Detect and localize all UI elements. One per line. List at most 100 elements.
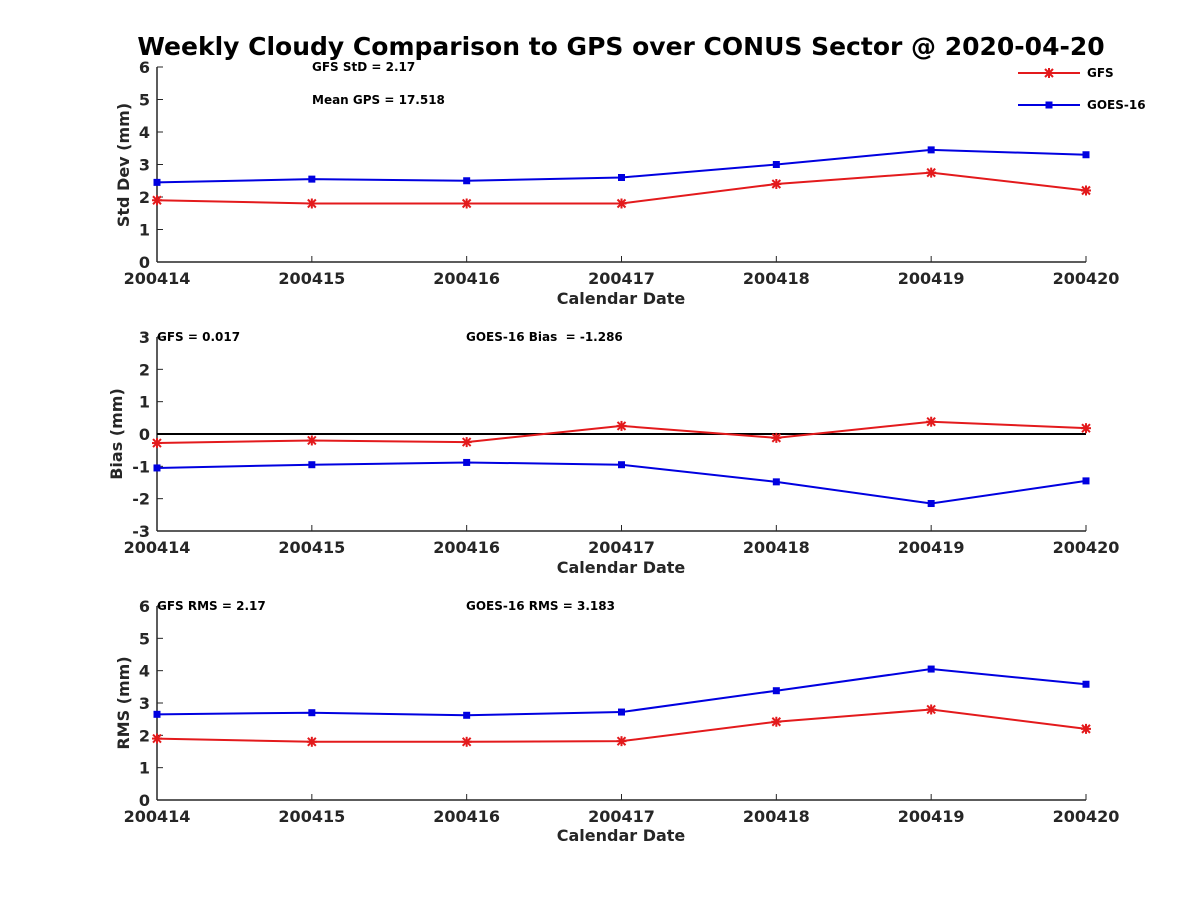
point-gfs-rms	[926, 704, 937, 715]
y-tick-label-rms: 6	[139, 597, 150, 616]
panel-rms-marks: 0 1 2 3 4 5 6 200414 200415 200416 200417 200418 200…	[124, 597, 1120, 826]
point-goes-16-rms	[308, 709, 316, 717]
y-tick-label-rms: 1	[139, 759, 150, 778]
point-goes-16-std-dev	[308, 175, 316, 183]
x-tick-label-rms: 200415	[278, 807, 345, 826]
panel-rms: 0 1 2 3 4 5 6 200414 200415 200416 200417 200418 200…	[114, 597, 1119, 845]
x-tick-label-std-dev: 200417	[588, 269, 655, 288]
point-goes-16-bias	[463, 458, 471, 466]
figure-title: Weekly Cloudy Comparison to GPS over CON…	[137, 32, 1104, 61]
x-tick-label-std-dev: 200418	[743, 269, 810, 288]
annotation-mean-gps: Mean GPS = 17.518	[312, 93, 445, 107]
panel-bias-marks: -3 -2 -1 0 1 2 3 200414 200415 200416 200417 200418…	[124, 328, 1120, 557]
point-goes-16-rms	[463, 711, 471, 719]
y-tick-label-std-dev: 2	[139, 188, 150, 207]
point-goes-16-rms	[927, 665, 935, 673]
point-goes-16-bias	[772, 478, 780, 486]
x-tick-label-bias: 200419	[898, 538, 965, 557]
point-goes-16-rms	[153, 710, 161, 718]
y-tick-label-std-dev: 3	[139, 156, 150, 175]
annotation-gfs-bias: GFS = 0.017	[157, 330, 240, 344]
point-goes-16-std-dev	[153, 178, 161, 186]
annotation-gfs-std: GFS StD = 2.17	[312, 60, 415, 74]
x-axis-label-panel-3: Calendar Date	[557, 826, 686, 845]
y-tick-label-rms: 2	[139, 726, 150, 745]
x-tick-label-bias: 200414	[124, 538, 191, 557]
x-tick-label-rms: 200420	[1053, 807, 1120, 826]
point-gfs-bias	[152, 438, 162, 449]
point-gfs-bias	[616, 420, 627, 431]
x-tick-label-rms: 200417	[588, 807, 655, 826]
y-axis-label-bias: Bias (mm)	[107, 388, 126, 480]
point-gfs-std-dev	[1081, 185, 1091, 196]
point-goes-16-bias	[1082, 477, 1090, 485]
point-gfs-rms	[461, 736, 472, 747]
panel-std-dev: 0 1 2 3 4 5 6 200414 200415 200416 200417 200418 200…	[114, 58, 1119, 308]
x-tick-label-bias: 200417	[588, 538, 655, 557]
x-tick-label-rms: 200416	[433, 807, 500, 826]
legend-gfs-marker	[1044, 68, 1054, 78]
y-tick-label-bias: -1	[132, 457, 150, 476]
x-tick-label-bias: 200420	[1053, 538, 1120, 557]
point-gfs-rms	[152, 733, 162, 744]
panel-std-dev-marks: 0 1 2 3 4 5 6 200414 200415 200416 200417 200418 200…	[124, 58, 1120, 288]
annotation-goes-rms: GOES-16 RMS = 3.183	[466, 599, 615, 613]
point-gfs-rms	[1081, 723, 1091, 734]
x-tick-label-rms: 200418	[743, 807, 810, 826]
point-goes-16-rms	[618, 708, 625, 716]
x-tick-label-std-dev: 200414	[124, 269, 191, 288]
y-tick-label-rms: 0	[139, 791, 150, 810]
point-goes-16-bias	[153, 464, 161, 472]
x-tick-label-bias: 200418	[743, 538, 810, 557]
x-tick-label-rms: 200419	[898, 807, 965, 826]
panel-bias: -3 -2 -1 0 1 2 3 200414 200415 200416 200417 200418…	[107, 328, 1119, 577]
legend-goes-marker	[1045, 101, 1053, 109]
y-tick-label-rms: 4	[139, 662, 150, 681]
y-tick-label-bias: -3	[132, 522, 150, 541]
point-goes-16-std-dev	[618, 174, 625, 181]
point-goes-16-bias	[618, 461, 625, 469]
y-tick-label-bias: -2	[132, 490, 150, 509]
x-tick-label-std-dev: 200416	[433, 269, 500, 288]
point-gfs-rms	[616, 736, 627, 747]
point-gfs-std-dev	[306, 198, 317, 209]
point-gfs-rms	[306, 736, 317, 747]
annotation-goes-bias: GOES-16 Bias = -1.286	[466, 330, 623, 344]
y-tick-label-std-dev: 5	[139, 91, 150, 110]
x-tick-label-rms: 200414	[124, 807, 191, 826]
y-tick-label-bias: 3	[139, 328, 150, 347]
point-gfs-std-dev	[461, 198, 472, 209]
point-goes-16-std-dev	[772, 161, 780, 168]
y-tick-label-bias: 2	[139, 360, 150, 379]
legend-gfs-label: GFS	[1087, 66, 1114, 80]
y-tick-label-rms: 3	[139, 694, 150, 713]
x-tick-label-std-dev: 200419	[898, 269, 965, 288]
x-tick-label-bias: 200415	[278, 538, 345, 557]
y-axis-label-rms: RMS (mm)	[114, 656, 133, 749]
y-tick-label-std-dev: 0	[139, 253, 150, 272]
legend-goes-label: GOES-16	[1087, 98, 1146, 112]
point-gfs-std-dev	[152, 195, 162, 206]
point-goes-16-std-dev	[463, 177, 471, 185]
x-tick-label-std-dev: 200415	[278, 269, 345, 288]
point-goes-16-std-dev	[1082, 151, 1090, 159]
point-gfs-bias	[461, 437, 472, 448]
legend: GFS GOES-16	[1018, 66, 1146, 112]
point-gfs-std-dev	[926, 167, 937, 178]
y-tick-label-bias: 0	[139, 425, 150, 444]
point-goes-16-rms	[1082, 680, 1090, 688]
x-axis-label-panel-1: Calendar Date	[557, 289, 686, 308]
y-axis-label-std-dev: Std Dev (mm)	[114, 103, 133, 227]
y-tick-label-rms: 5	[139, 629, 150, 648]
y-tick-label-std-dev: 6	[139, 58, 150, 77]
x-tick-label-std-dev: 200420	[1053, 269, 1120, 288]
point-gfs-bias	[926, 416, 937, 427]
point-goes-16-bias	[927, 500, 935, 508]
point-gfs-rms	[771, 716, 782, 727]
point-gfs-bias	[1081, 423, 1091, 434]
point-gfs-std-dev	[616, 198, 627, 209]
point-goes-16-bias	[308, 461, 316, 469]
point-gfs-std-dev	[771, 179, 782, 189]
